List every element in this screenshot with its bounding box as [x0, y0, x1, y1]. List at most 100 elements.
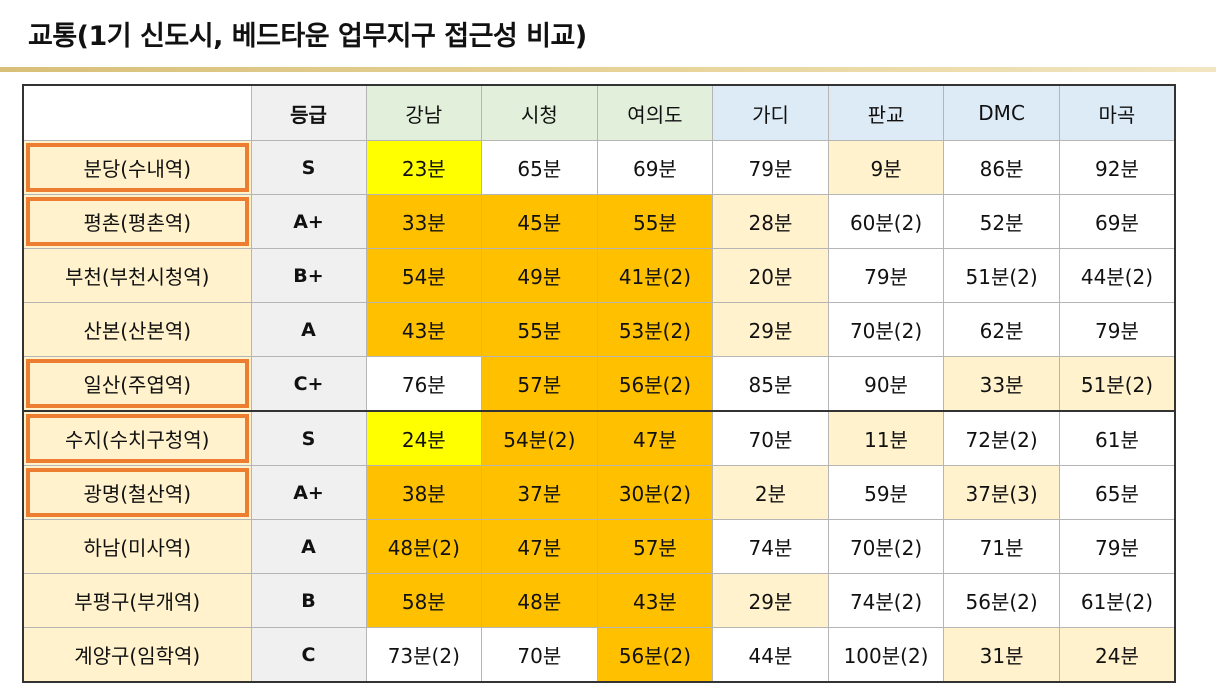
commute-time-cell: 58분 — [365, 573, 483, 628]
header-gangnam: 강남 — [365, 84, 483, 141]
commute-time-cell: 61분 — [1058, 410, 1176, 466]
commute-time-cell: 43분 — [365, 302, 483, 357]
row-label: 분당(수내역) — [83, 157, 192, 181]
table-body: 분당(수내역) S 23분 65분 69분 79분 9분 86분 92분 평촌(평촌역) A+ 33분… — [22, 140, 1176, 683]
commute-time-cell: 60분(2) — [827, 194, 945, 249]
grade-cell: A — [250, 302, 367, 357]
header-city-hall: 시청 — [481, 84, 598, 141]
commute-time-cell: 65분 — [481, 140, 598, 195]
row-label-cell: 산본(산본역) — [22, 302, 252, 357]
commute-time-cell: 47분 — [596, 410, 714, 466]
table-row: 부평구(부개역) B 58분 48분 43분 29분 74분(2) 56분(2) 61분(2) — [22, 573, 1176, 628]
commute-time-cell: 24분 — [1058, 627, 1176, 683]
commute-time-cell: 48분 — [481, 573, 598, 628]
commute-time-cell: 48분(2) — [365, 519, 483, 574]
commute-time-cell: 76분 — [365, 356, 483, 412]
commute-time-cell: 74분(2) — [827, 573, 945, 628]
commute-time-cell: 56분(2) — [596, 627, 714, 683]
commute-time-cell: 47분 — [481, 519, 598, 574]
grade-cell: S — [250, 410, 367, 466]
grade-cell: B+ — [250, 248, 367, 303]
table-row: 수지(수치구청역) S 24분 54분(2) 47분 70분 11분 72분(2) 61분 — [22, 410, 1176, 466]
commute-time-cell: 56분(2) — [596, 356, 714, 412]
commute-time-cell: 74분 — [712, 519, 829, 574]
commute-time-cell: 37분 — [481, 465, 598, 520]
table-row: 산본(산본역) A 43분 55분 53분(2) 29분 70분(2) 62분 79분 — [22, 302, 1176, 357]
row-label: 부천(부천시청역) — [65, 265, 210, 289]
commute-time-cell: 100분(2) — [827, 627, 945, 683]
commute-time-cell: 79분 — [827, 248, 945, 303]
commute-time-cell: 70분(2) — [827, 519, 945, 574]
commute-time-cell: 52분 — [943, 194, 1060, 249]
commute-time-cell: 37분(3) — [943, 465, 1060, 520]
commute-time-cell: 79분 — [712, 140, 829, 195]
table-header-row: 등급 강남 시청 여의도 가디 판교 DMC 마곡 — [22, 84, 1176, 141]
commute-time-cell: 65분 — [1058, 465, 1176, 520]
grade-cell: A+ — [250, 194, 367, 249]
commute-time-cell: 57분 — [596, 519, 714, 574]
table-row: 평촌(평촌역) A+ 33분 45분 55분 28분 60분(2) 52분 69분 — [22, 194, 1176, 249]
header-gadi: 가디 — [712, 84, 829, 141]
page-title: 교통(1기 신도시, 베드타운 업무지구 접근성 비교) — [28, 21, 587, 52]
commute-time-cell: 33분 — [365, 194, 483, 249]
commute-time-cell: 59분 — [827, 465, 945, 520]
row-label: 일산(주엽역) — [83, 373, 192, 397]
commute-time-cell: 79분 — [1058, 302, 1176, 357]
header-grade: 등급 — [250, 84, 367, 141]
row-label: 계양구(임학역) — [74, 644, 201, 668]
row-label-cell: 부평구(부개역) — [22, 573, 252, 628]
header-pangyo: 판교 — [827, 84, 945, 141]
commute-time-cell: 56분(2) — [943, 573, 1060, 628]
commute-time-cell: 54분(2) — [481, 410, 598, 466]
row-label-cell: 일산(주엽역) — [22, 356, 252, 412]
commute-time-cell: 86분 — [943, 140, 1060, 195]
table-row: 광명(철산역) A+ 38분 37분 30분(2) 2분 59분 37분(3) 65분 — [22, 465, 1176, 520]
commute-time-cell: 51분(2) — [943, 248, 1060, 303]
header-dmc: DMC — [943, 84, 1060, 141]
commute-time-cell: 61분(2) — [1058, 573, 1176, 628]
commute-time-cell: 29분 — [712, 573, 829, 628]
grade-cell: S — [250, 140, 367, 195]
table-row: 분당(수내역) S 23분 65분 69분 79분 9분 86분 92분 — [22, 140, 1176, 195]
row-label-cell: 부천(부천시청역) — [22, 248, 252, 303]
row-label-cell: 수지(수치구청역) — [22, 410, 252, 466]
commute-time-cell: 57분 — [481, 356, 598, 412]
table-row: 하남(미사역) A 48분(2) 47분 57분 74분 70분(2) 71분 79분 — [22, 519, 1176, 574]
header-magok: 마곡 — [1058, 84, 1176, 141]
commute-time-cell: 70분(2) — [827, 302, 945, 357]
commute-time-cell: 29분 — [712, 302, 829, 357]
commute-time-cell: 38분 — [365, 465, 483, 520]
commute-time-cell: 70분 — [481, 627, 598, 683]
grade-cell: C — [250, 627, 367, 683]
commute-time-cell: 69분 — [1058, 194, 1176, 249]
commute-time-cell: 24분 — [365, 410, 483, 466]
commute-time-cell: 55분 — [481, 302, 598, 357]
commute-time-cell: 43분 — [596, 573, 714, 628]
commute-time-cell: 45분 — [481, 194, 598, 249]
commute-time-cell: 11분 — [827, 410, 945, 466]
commute-time-cell: 70분 — [712, 410, 829, 466]
commute-time-cell: 53분(2) — [596, 302, 714, 357]
table-row: 계양구(임학역) C 73분(2) 70분 56분(2) 44분 100분(2) 31분 24분 — [22, 627, 1176, 683]
commute-time-cell: 28분 — [712, 194, 829, 249]
commute-time-cell: 23분 — [365, 140, 483, 195]
commute-time-cell: 31분 — [943, 627, 1060, 683]
row-label: 수지(수치구청역) — [65, 428, 210, 452]
row-label-cell: 분당(수내역) — [22, 140, 252, 195]
commute-comparison-table: 등급 강남 시청 여의도 가디 판교 DMC 마곡 분당(수내역) S 23분 65분… — [22, 84, 1176, 683]
commute-time-cell: 62분 — [943, 302, 1060, 357]
commute-time-cell: 9분 — [827, 140, 945, 195]
grade-cell: B — [250, 573, 367, 628]
commute-time-cell: 30분(2) — [596, 465, 714, 520]
commute-time-cell: 49분 — [481, 248, 598, 303]
row-label: 광명(철산역) — [83, 482, 192, 506]
title-underline — [0, 67, 1216, 72]
commute-time-cell: 71분 — [943, 519, 1060, 574]
commute-time-cell: 20분 — [712, 248, 829, 303]
grade-cell: A — [250, 519, 367, 574]
commute-time-cell: 44분(2) — [1058, 248, 1176, 303]
row-label: 부평구(부개역) — [74, 590, 201, 614]
commute-time-cell: 2분 — [712, 465, 829, 520]
grade-cell: A+ — [250, 465, 367, 520]
grade-cell: C+ — [250, 356, 367, 412]
